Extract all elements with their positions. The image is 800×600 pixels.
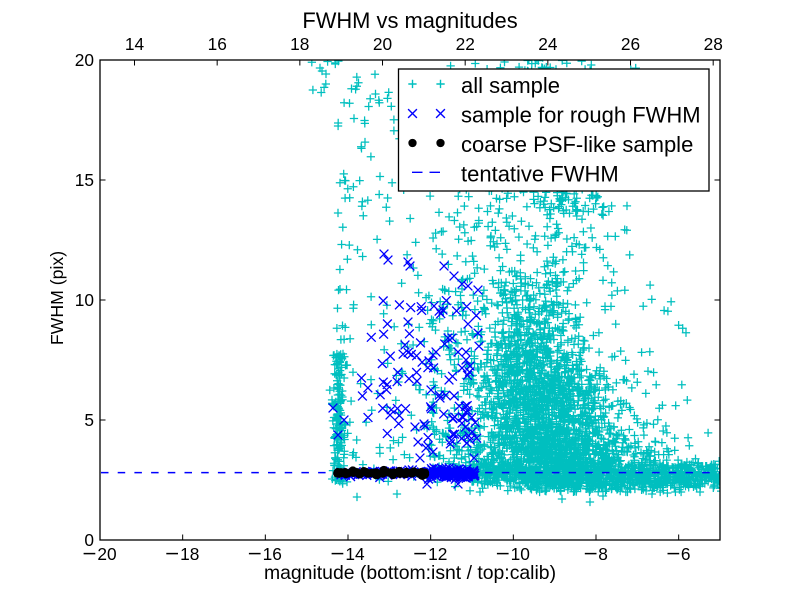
svg-text:sample for rough FWHM: sample for rough FWHM bbox=[461, 103, 701, 128]
svg-text:all sample: all sample bbox=[461, 73, 560, 98]
svg-text:22: 22 bbox=[456, 34, 475, 54]
svg-text:12: 12 bbox=[428, 544, 447, 564]
svg-text:18: 18 bbox=[180, 544, 199, 564]
svg-text:10: 10 bbox=[75, 290, 94, 310]
svg-text:26: 26 bbox=[621, 34, 640, 54]
svg-text:coarse PSF-like sample: coarse PSF-like sample bbox=[461, 132, 693, 157]
svg-text:10: 10 bbox=[511, 544, 530, 564]
svg-text:24: 24 bbox=[538, 34, 558, 54]
svg-text:6: 6 bbox=[681, 544, 691, 564]
svg-text:15: 15 bbox=[75, 170, 94, 190]
svg-text:14: 14 bbox=[345, 544, 365, 564]
svg-text:18: 18 bbox=[290, 34, 309, 54]
svg-text:tentative FWHM: tentative FWHM bbox=[461, 162, 619, 187]
svg-text:20: 20 bbox=[75, 50, 94, 70]
svg-text:FWHM (pix): FWHM (pix) bbox=[47, 251, 67, 345]
svg-text:28: 28 bbox=[704, 34, 723, 54]
svg-text:0: 0 bbox=[84, 530, 94, 550]
svg-text:16: 16 bbox=[208, 34, 227, 54]
svg-text:5: 5 bbox=[84, 410, 94, 430]
svg-text:magnitude (bottom:isnt / top:c: magnitude (bottom:isnt / top:calib) bbox=[264, 562, 556, 584]
svg-text:16: 16 bbox=[263, 544, 282, 564]
svg-text:14: 14 bbox=[125, 34, 145, 54]
svg-text:8: 8 bbox=[598, 544, 608, 564]
svg-text:FWHM vs magnitudes: FWHM vs magnitudes bbox=[302, 8, 517, 33]
svg-text:20: 20 bbox=[373, 34, 392, 54]
svg-text:20: 20 bbox=[97, 544, 116, 564]
